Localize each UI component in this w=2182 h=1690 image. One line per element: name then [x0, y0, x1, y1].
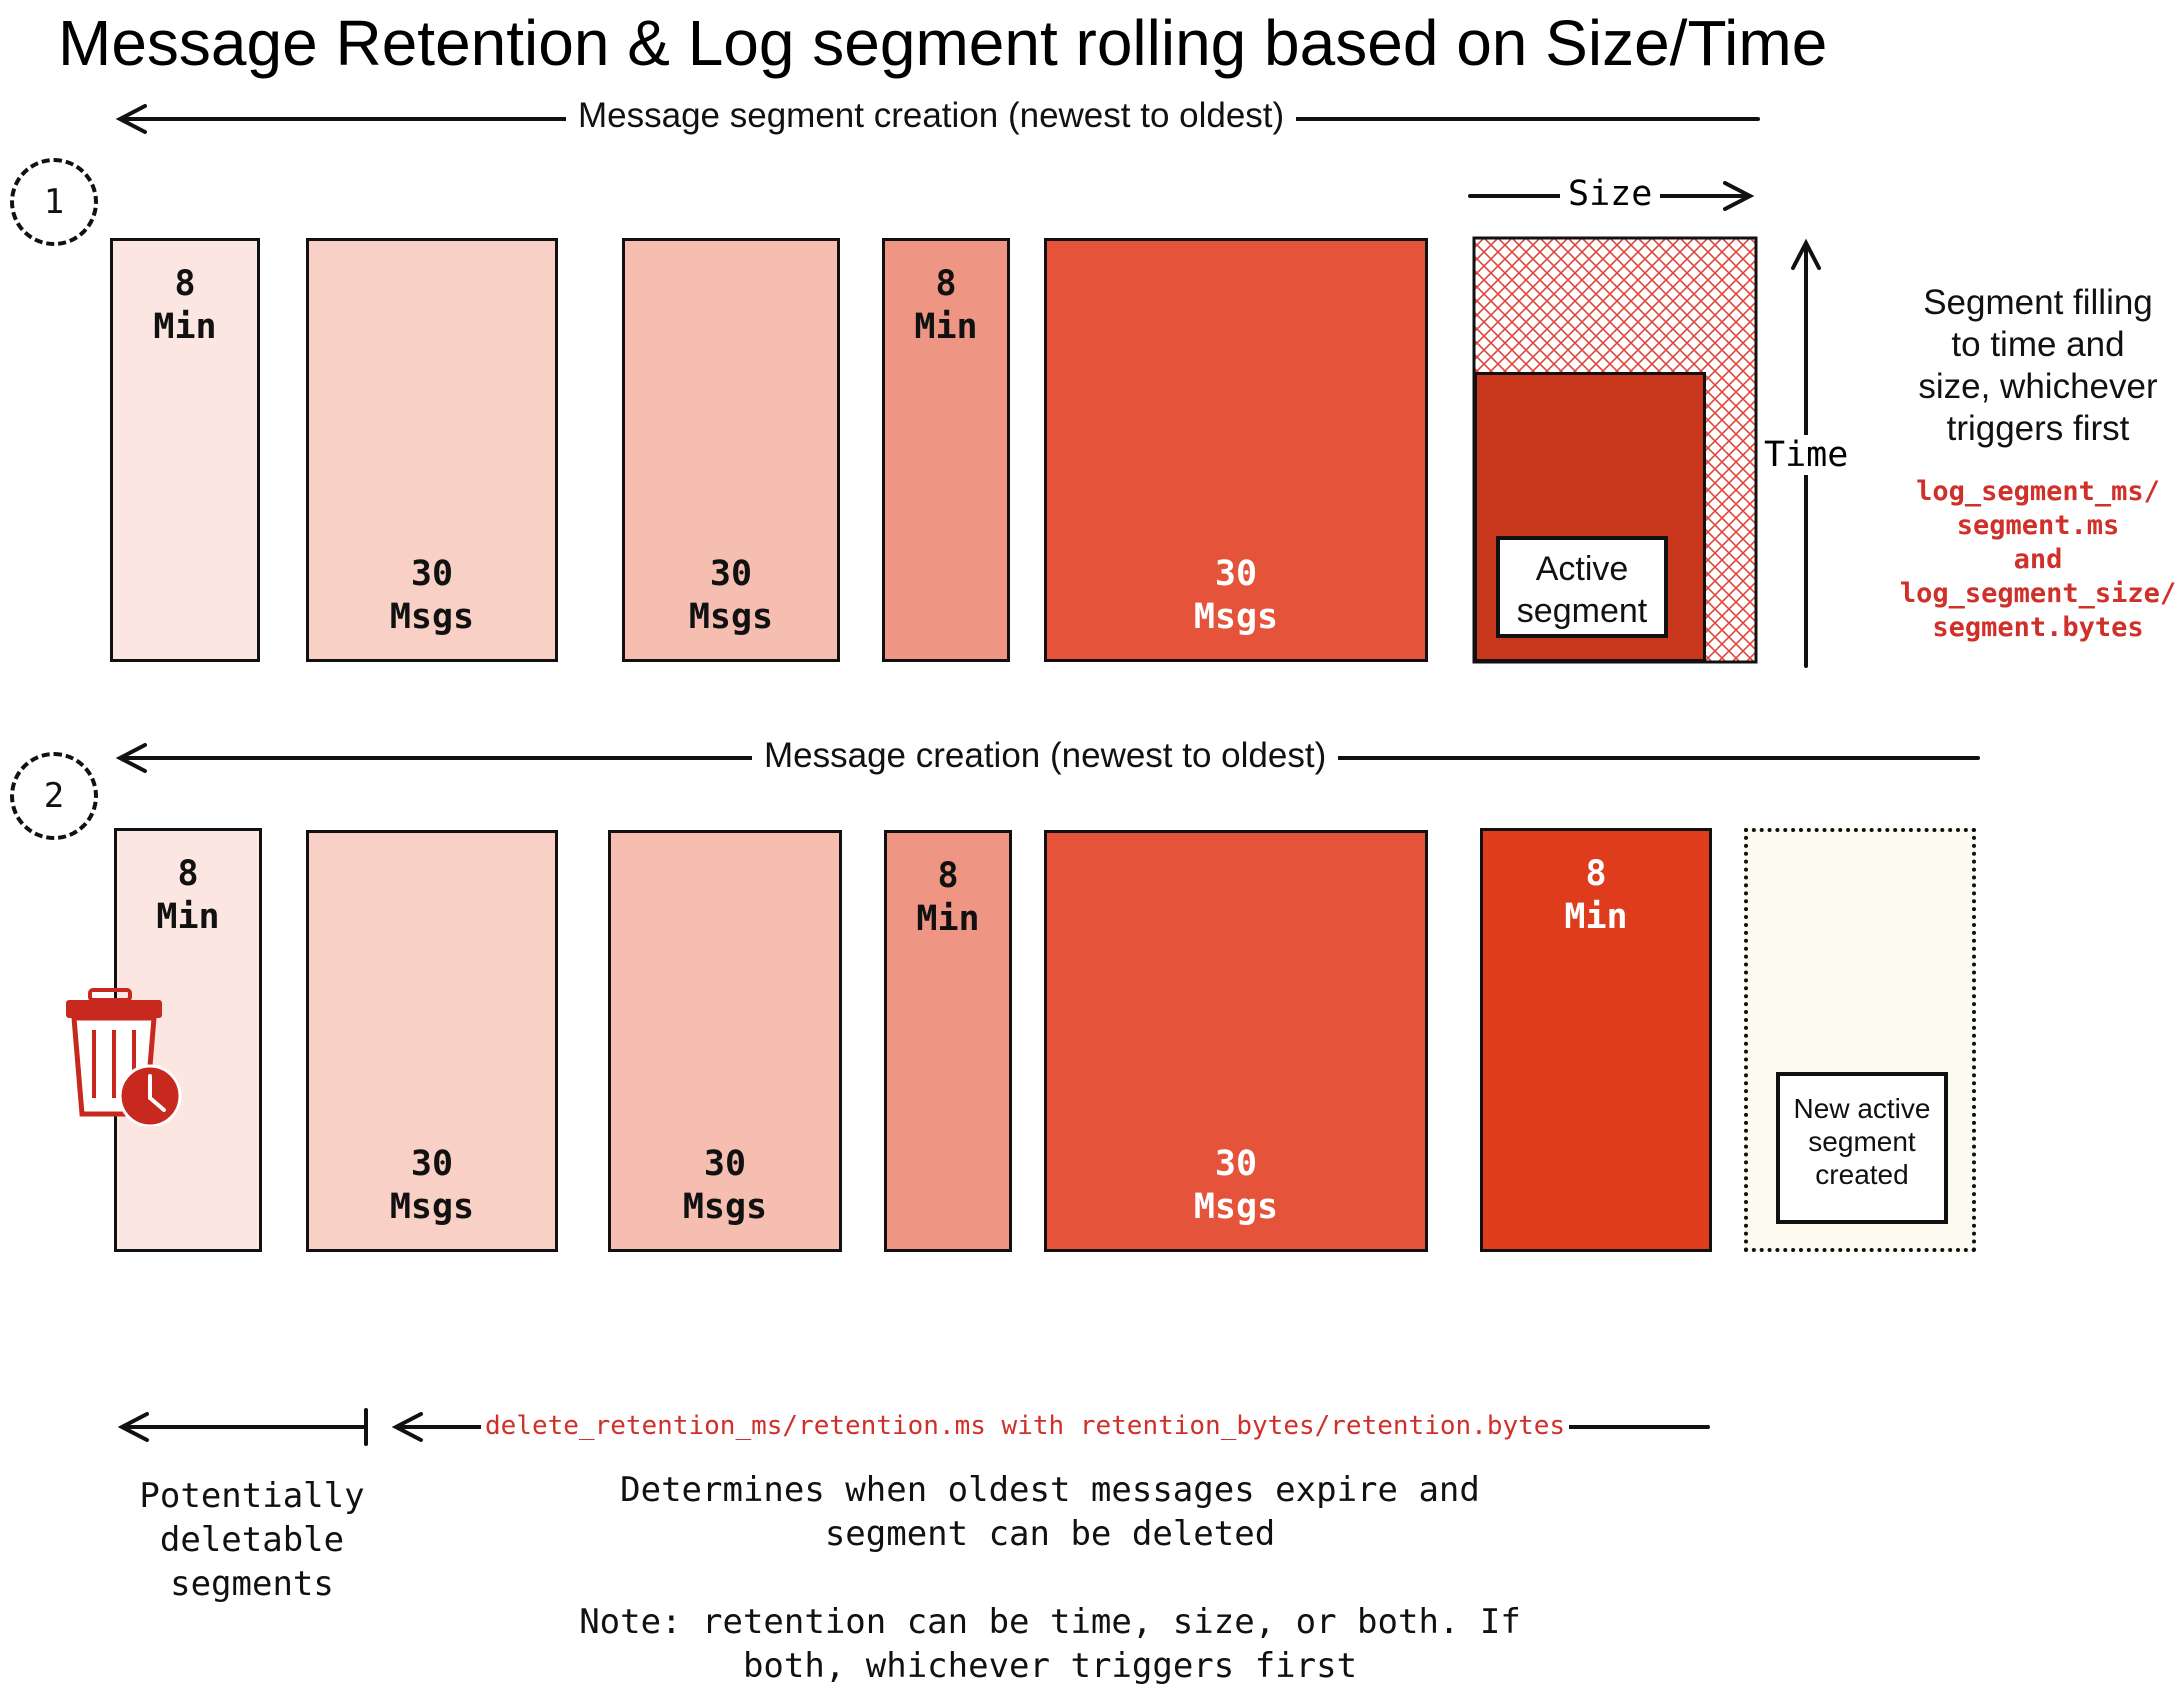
row1-segment-1: 8 Min — [110, 238, 260, 662]
row2-segment-5: 30 Msgs — [1044, 830, 1428, 1252]
row1-segment-5: 30 Msgs — [1044, 238, 1428, 662]
diagram-title: Message Retention & Log segment rolling … — [58, 7, 1828, 79]
row1-arrow-label: Message segment creation (newest to olde… — [566, 96, 1297, 136]
row2-segment-3: 30 Msgs — [608, 830, 842, 1252]
row1-segment-1-label: 8 Min — [153, 264, 217, 347]
new-active-segment-label: New active segment created — [1776, 1072, 1948, 1224]
trash-clock-icon — [66, 988, 182, 1126]
row1-segment-4: 8 Min — [882, 238, 1010, 662]
retention-config-names: delete_retention_ms/retention.ms with re… — [481, 1411, 1570, 1441]
row1-segment-3: 30 Msgs — [622, 238, 840, 662]
deletable-arrow — [117, 1408, 368, 1446]
step-1-badge: 1 — [10, 158, 98, 246]
row2-segment-5-label: 30 Msgs — [1193, 1144, 1279, 1227]
row2-segment-1-label: 8 Min — [156, 854, 220, 937]
segment-filling-note: Segment filling to time and size, whiche… — [1918, 283, 2158, 448]
deletable-segments-label: Potentially deletable segments — [139, 1476, 365, 1604]
row1-segment-5-label: 30 Msgs — [1193, 554, 1279, 637]
segment-config-names: log_segment_ms/ segment.ms and log_segme… — [1899, 476, 2177, 643]
retention-note: Note: retention can be time, size, or bo… — [579, 1602, 1521, 1686]
row2-arrow-label: Message creation (newest to oldest) — [752, 736, 1339, 776]
row2-segment-2-label: 30 Msgs — [389, 1144, 475, 1227]
row2-segment-4: 8 Min — [884, 830, 1012, 1252]
row2-segment-6-label: 8 Min — [1564, 854, 1628, 937]
determines-note: Determines when oldest messages expire a… — [620, 1470, 1480, 1554]
row1-segment-2-label: 30 Msgs — [389, 554, 475, 637]
step-2-badge: 2 — [10, 752, 98, 840]
size-label: Size — [1560, 174, 1661, 214]
time-label: Time — [1762, 435, 1851, 475]
row2-segment-3-label: 30 Msgs — [682, 1144, 768, 1227]
active-segment-label: Active segment — [1496, 536, 1668, 638]
row2-segment-4-label: 8 Min — [916, 856, 980, 939]
row1-segment-3-label: 30 Msgs — [688, 554, 774, 637]
row1-segment-2: 30 Msgs — [306, 238, 558, 662]
row2-segment-2: 30 Msgs — [306, 830, 558, 1252]
row2-segment-6: 8 Min — [1480, 828, 1712, 1252]
row2-segment-1: 8 Min — [114, 828, 262, 1252]
row1-segment-4-label: 8 Min — [914, 264, 978, 347]
